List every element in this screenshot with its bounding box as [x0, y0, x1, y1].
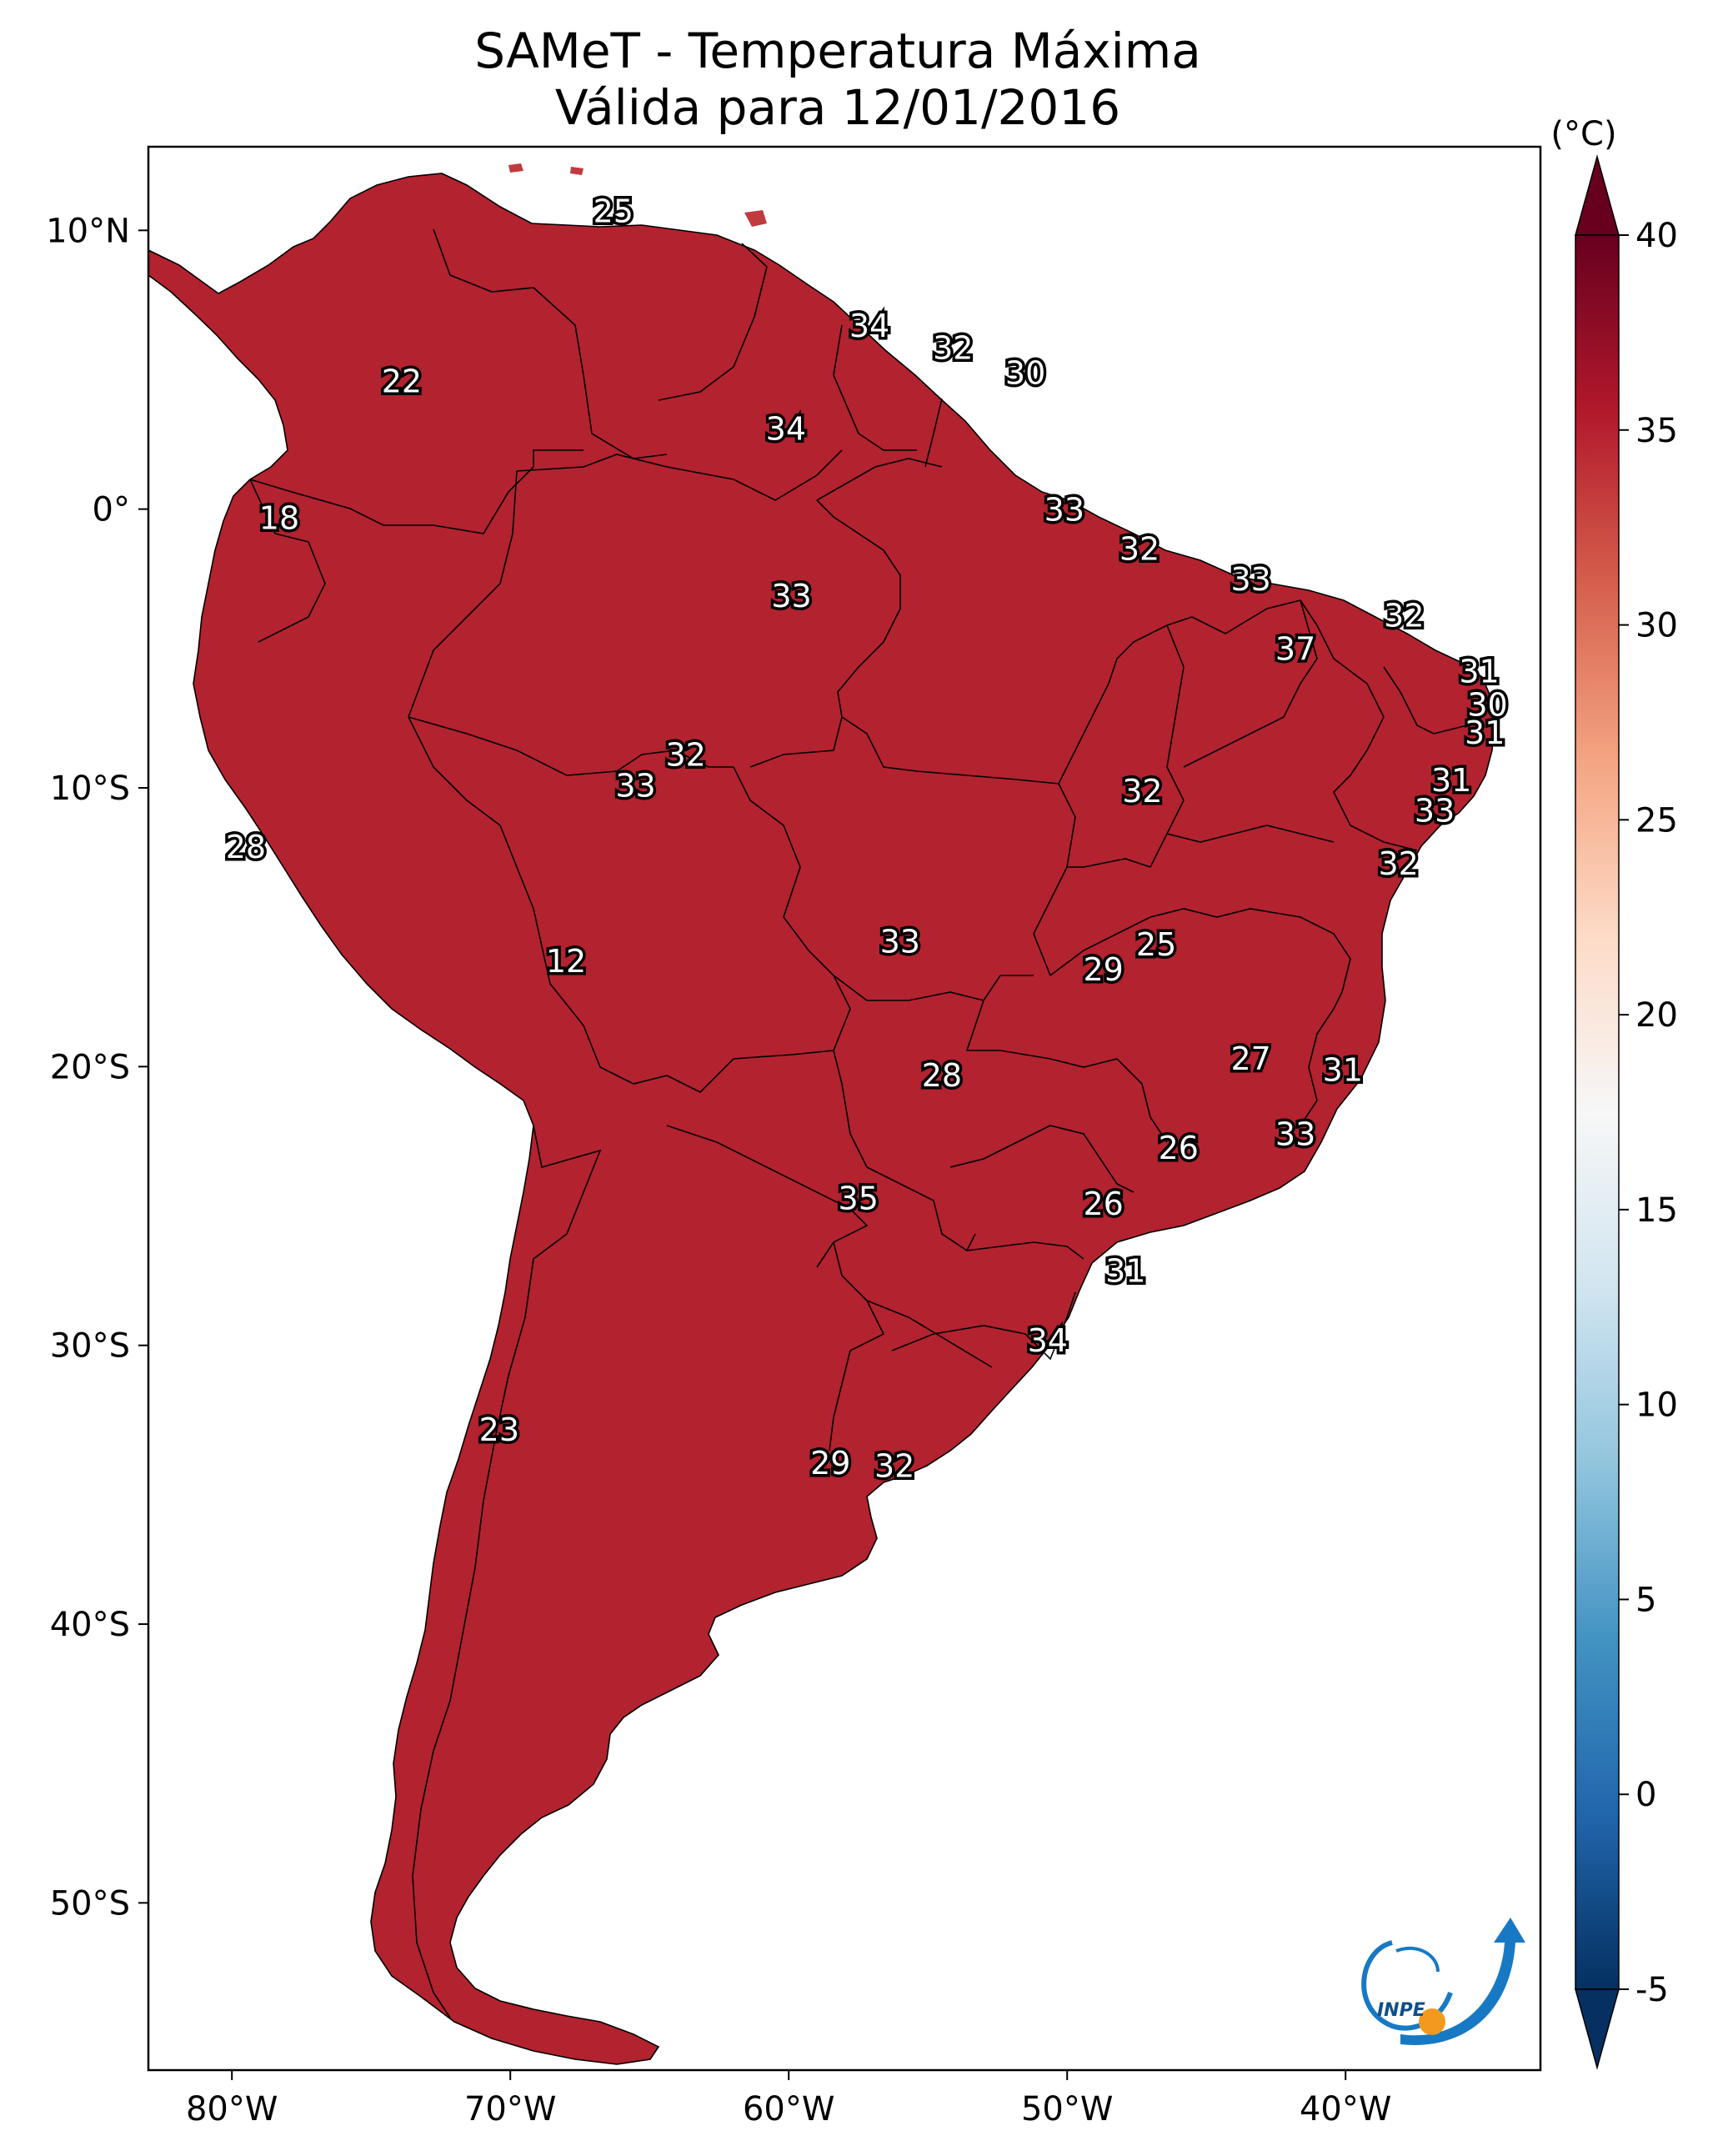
temperature-label: 31 [1323, 1052, 1363, 1089]
colorbar-bar [1575, 234, 1620, 1990]
temperature-label: 34 [766, 411, 806, 448]
lon-tick-label: 80°W [186, 2090, 278, 2128]
temperature-label: 32 [933, 330, 973, 367]
temperature-label: 37 [1275, 631, 1315, 668]
temperature-label: 33 [1415, 793, 1455, 830]
temperature-label: 22 [382, 364, 422, 400]
temperature-label: 30 [1467, 687, 1507, 724]
temperature-label: 28 [226, 829, 266, 865]
temperature-label: 31 [1105, 1252, 1145, 1289]
map-title: SAMeT - Temperatura Máxima [474, 23, 1201, 79]
temperature-label: 26 [1083, 1186, 1123, 1222]
temperature-label: 33 [880, 924, 920, 960]
colorbar-ticks: 40 35 30 25 20 15 10 5 0 -5 [1619, 217, 1678, 2009]
inpe-logo: INPE [1361, 1918, 1525, 2045]
temperature-label: 29 [810, 1445, 850, 1482]
country-borders [148, 173, 1495, 2065]
colorbar-upper-extension [1575, 154, 1620, 236]
temperature-label: 32 [1378, 845, 1418, 882]
temperature-label: 25 [594, 193, 634, 230]
lat-tick-label: 10°S [50, 770, 130, 808]
lat-tick-label: 10°N [46, 212, 130, 250]
lat-tick-label: 40°S [50, 1606, 130, 1644]
temperature-label: 31 [1459, 653, 1499, 689]
axis-ticks: 80°W 70°W 60°W 50°W 40°W 10°N 0° 10°S 20°S 30°S 40… [46, 212, 1391, 2128]
colorbar-lower-extension [1575, 1988, 1620, 2070]
colorbar-tick-label: 0 [1635, 1776, 1656, 1814]
lon-tick-label: 60°W [743, 2090, 834, 2128]
temperature-label: 31 [1431, 762, 1471, 799]
lat-tick-label: 0° [93, 491, 130, 529]
colorbar-unit: (°C) [1550, 115, 1616, 153]
temperature-label: 31 [1465, 714, 1505, 751]
colorbar-tick-label: 10 [1635, 1386, 1678, 1425]
temperature-label: 28 [922, 1057, 962, 1094]
temperature-label: 23 [479, 1411, 519, 1448]
colorbar-tick-label: 30 [1635, 607, 1678, 645]
temperature-label: 33 [1275, 1116, 1315, 1152]
colorbar-tick-label: 20 [1635, 996, 1678, 1035]
temperature-label: 30 [1005, 355, 1045, 392]
temperature-label: 32 [665, 737, 705, 774]
colorbar-tick-label: 15 [1635, 1191, 1678, 1230]
lon-tick-label: 40°W [1300, 2090, 1391, 2128]
temperature-label: 18 [259, 500, 299, 537]
lat-tick-label: 30°S [50, 1327, 130, 1366]
lat-tick-label: 20°S [50, 1048, 130, 1086]
map-frame [147, 145, 1542, 2072]
temperature-label: 26 [1159, 1130, 1199, 1166]
temperature-label: 32 [1384, 598, 1424, 634]
temperature-label: 33 [1044, 491, 1084, 528]
temperature-label: 25 [1136, 926, 1176, 963]
temperature-label: 12 [546, 943, 586, 980]
temperature-label: 33 [615, 768, 655, 805]
temperature-label: 32 [1122, 773, 1162, 810]
temperature-label: 35 [839, 1180, 879, 1216]
temperature-label: 32 [874, 1447, 914, 1484]
map-subtitle: Válida para 12/01/2016 [554, 79, 1121, 136]
lon-tick-label: 50°W [1021, 2090, 1113, 2128]
colorbar-tick-label: -5 [1635, 1971, 1669, 2009]
temperature-label: 32 [1119, 530, 1160, 567]
temperature-label: 33 [771, 578, 811, 614]
colorbar-tick-label: 35 [1635, 412, 1678, 450]
temperature-label: 29 [1083, 951, 1123, 988]
colorbar-tick-label: 25 [1635, 801, 1678, 840]
lat-tick-label: 50°S [50, 1884, 130, 1923]
temperature-label: 34 [849, 308, 889, 344]
temperature-label: 33 [1230, 561, 1270, 598]
temperature-label: 34 [1028, 1322, 1068, 1359]
logo-text: INPE [1377, 2000, 1425, 2021]
caribbean-islands [508, 163, 767, 227]
logo-sun [1419, 2008, 1445, 2035]
colorbar-tick-label: 40 [1635, 217, 1678, 255]
colorbar-tick-label: 5 [1635, 1581, 1656, 1619]
temperature-label: 27 [1230, 1040, 1270, 1077]
lon-tick-label: 70°W [464, 2090, 556, 2128]
colorbar: (°C) 40 35 30 25 20 15 10 5 0 -5 [1550, 115, 1678, 2070]
